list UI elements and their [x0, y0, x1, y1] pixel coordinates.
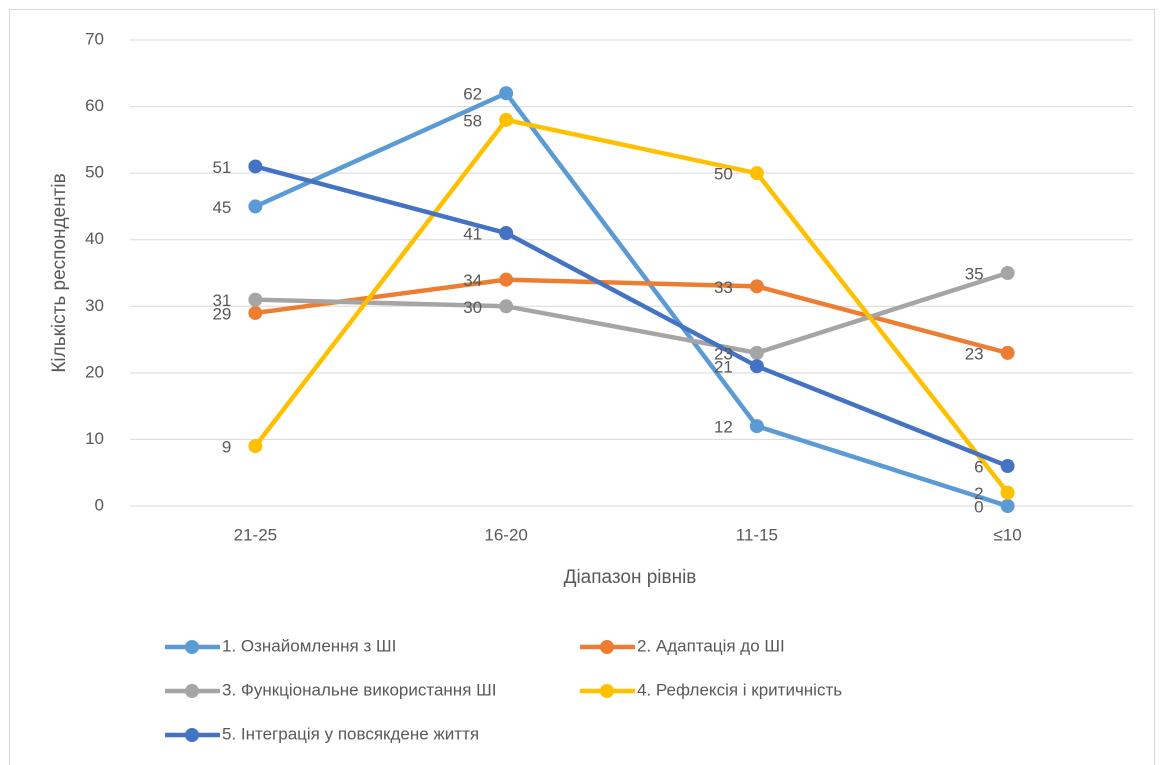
y-axis-label: Кількість респондентів [49, 173, 70, 372]
series-line [253, 117, 1010, 495]
legend-label: 2. Адаптація до ШІ [637, 636, 785, 655]
data-label: 21 [714, 358, 733, 377]
data-label: 58 [463, 111, 482, 130]
legend-marker [185, 684, 199, 698]
legend-label: 4. Рефлексія і критичність [637, 680, 842, 699]
point [1000, 499, 1015, 513]
y-tick-label: 20 [85, 362, 104, 381]
data-label: 2 [974, 484, 983, 503]
data-label: 41 [463, 225, 482, 244]
y-tick-label: 30 [85, 296, 104, 315]
y-tick-label: 10 [85, 429, 104, 448]
legend-marker [600, 684, 614, 698]
legend-marker [600, 640, 614, 654]
data-label: 6 [974, 458, 983, 477]
y-tick-label: 60 [85, 96, 104, 115]
legend-label: 5. Інтеграція у повсякдене життя [222, 724, 479, 743]
y-tick-label: 0 [95, 495, 104, 514]
point [499, 112, 514, 127]
x-tick-label: 21-25 [234, 525, 277, 544]
point [749, 279, 764, 294]
point [248, 439, 263, 454]
point [499, 226, 514, 241]
series-line [254, 91, 1009, 509]
point [749, 166, 764, 181]
data-label: 9 [222, 438, 231, 457]
data-label: 34 [463, 271, 482, 290]
point [248, 199, 263, 214]
point [749, 359, 764, 374]
point [749, 419, 764, 434]
legend-label: 1. Ознайомлення з ШІ [222, 636, 396, 655]
x-axis-label: Діапазон рівнів [564, 567, 697, 588]
point [248, 159, 263, 174]
series-line [255, 277, 1009, 356]
point [1000, 345, 1015, 360]
legend-marker [185, 728, 199, 742]
y-tick-label: 70 [85, 29, 104, 48]
x-tick-label: 16-20 [484, 525, 527, 544]
data-label: 33 [714, 278, 733, 297]
point [499, 299, 514, 314]
series-line [255, 270, 1009, 356]
data-label: 29 [212, 304, 231, 323]
point [499, 272, 514, 287]
legend-label: 3. Функціональне використання ШІ [222, 680, 496, 699]
data-label: 23 [965, 344, 984, 363]
data-label: 35 [965, 264, 984, 283]
point [1000, 459, 1015, 474]
y-tick-label: 50 [85, 163, 104, 182]
point [749, 345, 764, 360]
point [1000, 266, 1015, 280]
point [248, 292, 263, 307]
series-line [254, 164, 1009, 469]
x-tick-label: 11-15 [736, 525, 778, 544]
chart-border [9, 9, 1155, 765]
data-label: 62 [463, 85, 482, 104]
data-label: 31 [212, 291, 231, 310]
point [1000, 485, 1015, 500]
data-label: 45 [212, 198, 231, 217]
data-label: 51 [212, 158, 231, 177]
point [248, 305, 263, 320]
point [499, 86, 514, 101]
data-label: 30 [463, 298, 482, 317]
data-label: 23 [714, 344, 733, 363]
data-label: 12 [714, 418, 733, 437]
data-label: 50 [714, 165, 733, 184]
data-label: 0 [974, 497, 983, 516]
x-tick-label: ≤10 [994, 525, 1022, 544]
legend-marker [185, 640, 199, 654]
y-tick-label: 40 [85, 229, 104, 248]
